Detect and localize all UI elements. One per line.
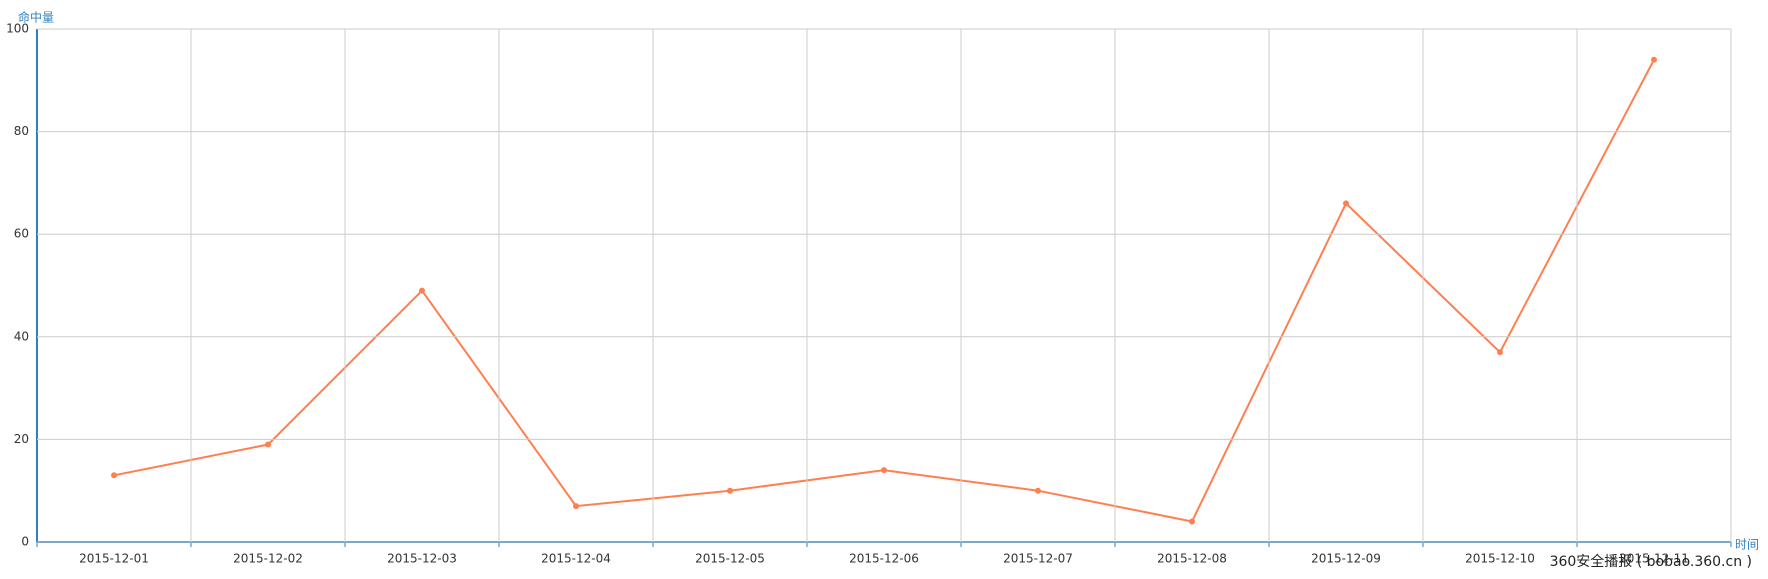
x-tick-label: 2015-12-02	[233, 552, 303, 566]
y-tick-label: 60	[14, 227, 29, 241]
x-tick-label: 2015-12-06	[849, 552, 919, 566]
line	[113, 59, 1655, 523]
x-tick-label: 2015-12-05	[695, 552, 765, 566]
y-tick-label: 40	[14, 329, 29, 343]
x-axis-title: 时间	[1735, 538, 1759, 552]
x-tick-label: 2015-12-09	[1311, 552, 1381, 566]
x-tick-label: 2015-12-08	[1157, 552, 1227, 566]
y-axis-title: 命中量	[18, 10, 54, 25]
y-tick-label: 20	[14, 432, 29, 446]
watermark: 360安全播报 ( bobao.360.cn )	[1550, 553, 1752, 570]
x-tick-label: 2015-12-04	[541, 552, 611, 566]
y-tick-label: 80	[14, 124, 29, 138]
x-tick-label: 2015-12-03	[387, 552, 457, 566]
y-tick-label: 100	[6, 22, 29, 36]
x-tick-label: 2015-12-07	[1003, 552, 1073, 566]
x-tick-label: 2015-12-11	[1619, 552, 1689, 566]
x-tick-label: 2015-12-01	[79, 552, 149, 566]
x-tick-label: 2015-12-10	[1465, 552, 1535, 566]
y-tick-label: 0	[21, 535, 29, 549]
